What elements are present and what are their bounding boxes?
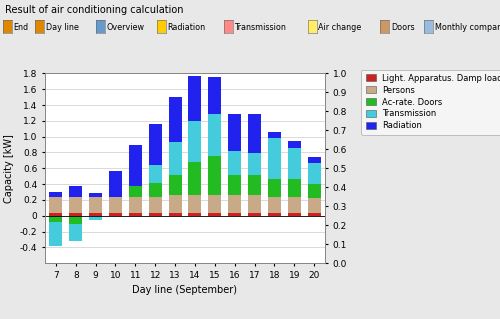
Bar — [129, 212, 142, 216]
Bar — [288, 212, 300, 216]
Bar — [248, 195, 261, 212]
Y-axis label: Capacity [kW]: Capacity [kW] — [4, 134, 15, 203]
Bar — [308, 212, 320, 216]
Text: Overview: Overview — [107, 23, 145, 32]
Bar — [308, 198, 320, 212]
Bar — [70, 212, 82, 216]
Bar — [168, 195, 181, 212]
Bar — [109, 197, 122, 212]
Text: End: End — [14, 23, 28, 32]
Bar — [149, 124, 162, 165]
Bar — [50, 216, 62, 222]
Bar — [228, 174, 241, 195]
Text: Radiation: Radiation — [168, 23, 206, 32]
Bar — [288, 197, 300, 212]
Bar — [168, 97, 181, 142]
Bar — [268, 179, 281, 197]
Text: Air change: Air change — [318, 23, 362, 32]
Bar — [149, 183, 162, 197]
Bar — [228, 114, 241, 151]
Bar — [70, 224, 82, 241]
Bar — [268, 132, 281, 138]
Text: Doors: Doors — [391, 23, 414, 32]
Bar — [89, 216, 102, 220]
Bar — [129, 187, 142, 197]
Bar — [70, 197, 82, 212]
Bar — [188, 162, 202, 195]
Bar — [50, 222, 62, 246]
Bar — [208, 115, 221, 156]
Bar — [188, 121, 202, 162]
Text: Transmission: Transmission — [234, 23, 286, 32]
Bar — [50, 197, 62, 212]
Bar — [268, 197, 281, 212]
Bar — [109, 212, 122, 216]
Bar — [228, 212, 241, 216]
Bar — [288, 179, 300, 197]
Legend: Light. Apparatus. Damp load, Persons, Ac-rate. Doors, Transmission, Radiation: Light. Apparatus. Damp load, Persons, Ac… — [362, 70, 500, 135]
Bar — [308, 184, 320, 198]
Bar — [168, 212, 181, 216]
Bar — [268, 138, 281, 179]
Bar — [308, 157, 320, 163]
Bar — [228, 151, 241, 174]
Bar — [248, 175, 261, 195]
Bar — [89, 212, 102, 216]
Bar — [149, 212, 162, 216]
Bar — [168, 142, 181, 175]
Bar — [308, 163, 320, 184]
Bar — [208, 195, 221, 212]
Bar — [70, 187, 82, 197]
X-axis label: Day line (September): Day line (September) — [132, 286, 238, 295]
Bar — [89, 197, 102, 212]
Bar — [208, 212, 221, 216]
Text: Monthly comparison: Monthly comparison — [435, 23, 500, 32]
Bar — [208, 156, 221, 195]
Bar — [268, 212, 281, 216]
Bar — [50, 192, 62, 197]
Text: Day line: Day line — [46, 23, 78, 32]
Bar — [248, 212, 261, 216]
Bar — [188, 195, 202, 212]
Bar — [228, 195, 241, 212]
Bar — [248, 153, 261, 175]
Bar — [188, 212, 202, 216]
Bar — [168, 175, 181, 195]
Bar — [89, 193, 102, 197]
Bar — [149, 165, 162, 183]
Bar — [50, 212, 62, 216]
Bar — [188, 76, 202, 121]
Bar — [288, 141, 300, 148]
Bar — [248, 114, 261, 153]
Bar — [109, 171, 122, 197]
Bar — [149, 197, 162, 212]
Bar — [288, 148, 300, 179]
Text: Result of air conditioning calculation: Result of air conditioning calculation — [5, 5, 184, 15]
Bar — [208, 77, 221, 115]
Bar — [70, 216, 82, 224]
Bar — [129, 145, 142, 187]
Bar — [129, 197, 142, 212]
